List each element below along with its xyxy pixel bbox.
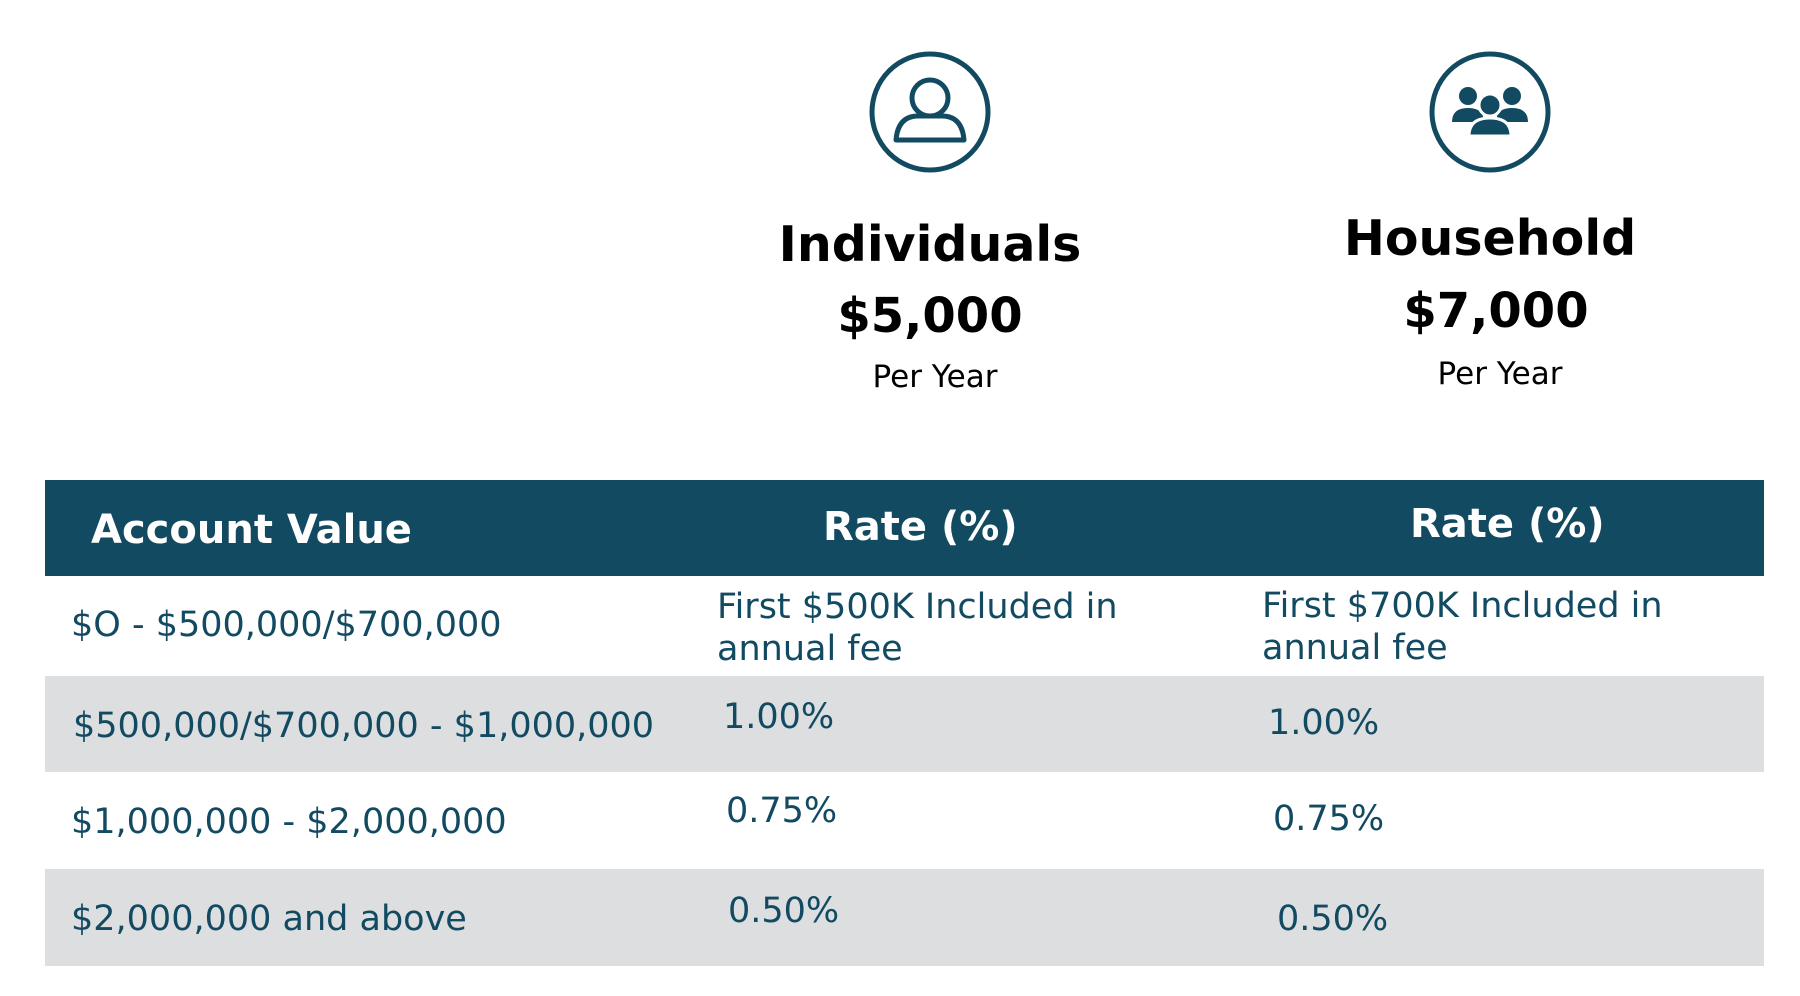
plan-title: Household	[1343, 210, 1637, 267]
account-value-cell: $2,000,000 and above	[71, 899, 467, 939]
rate-household-cell: 0.50%	[1277, 899, 1389, 939]
rate-household-cell: First $700K Included in annual fee	[1262, 586, 1663, 668]
plan-period: Per Year	[1437, 356, 1563, 392]
header-rate-individuals: Rate (%)	[823, 504, 1018, 550]
rate-household-cell: 0.75%	[1273, 799, 1385, 839]
table-header: Account Value Rate (%) Rate (%)	[45, 480, 1764, 576]
rate-individual-cell: 0.75%	[726, 791, 838, 831]
plan-period: Per Year	[872, 359, 998, 395]
account-value-cell: $1,000,000 - $2,000,000	[71, 802, 507, 842]
header-rate-household: Rate (%)	[1410, 501, 1605, 547]
plan-household: Household $7,000 Per Year	[1280, 50, 1700, 400]
account-value-cell: $500,000/$700,000 - $1,000,000	[73, 706, 655, 746]
plan-price: $7,000	[1403, 283, 1589, 339]
plan-individuals: Individuals $5,000 Per Year	[720, 50, 1140, 400]
header-account-value: Account Value	[91, 507, 412, 553]
account-value-cell: $O - $500,000/$700,000	[71, 605, 502, 645]
rate-household-cell: 1.00%	[1268, 703, 1380, 743]
table-row: $O - $500,000/$700,000 First $500K Inclu…	[45, 576, 1764, 676]
rate-individual-cell: 0.50%	[728, 891, 840, 931]
plan-title: Individuals	[778, 216, 1082, 273]
fee-table: Account Value Rate (%) Rate (%) $O - $50…	[45, 480, 1764, 966]
table-row: $500,000/$700,000 - $1,000,000 1.00% 1.0…	[45, 676, 1764, 772]
user-icon	[869, 51, 991, 173]
table-row: $1,000,000 - $2,000,000 0.75% 0.75%	[45, 772, 1764, 869]
rate-individual-cell: 1.00%	[723, 697, 835, 737]
group-icon	[1429, 51, 1551, 173]
rate-individual-cell: First $500K Included in annual fee	[717, 587, 1118, 669]
table-row: $2,000,000 and above 0.50% 0.50%	[45, 869, 1764, 966]
plan-price: $5,000	[837, 288, 1023, 344]
